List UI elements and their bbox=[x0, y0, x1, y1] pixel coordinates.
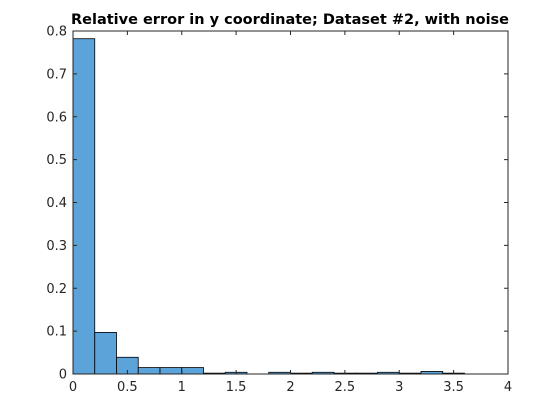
histogram-bar bbox=[181, 367, 204, 375]
axes-box bbox=[72, 30, 509, 375]
y-tick-label: 0 bbox=[59, 368, 67, 383]
x-tick-label: 0 bbox=[69, 380, 77, 395]
plot-box bbox=[72, 30, 509, 375]
y-tick-label: 0.3 bbox=[46, 239, 67, 254]
y-tick-label: 0.4 bbox=[46, 196, 67, 211]
y-tick-label: 0.1 bbox=[46, 325, 67, 340]
histogram-bar bbox=[72, 38, 96, 375]
y-tick-label: 0.2 bbox=[46, 282, 67, 297]
x-tick-label: 2 bbox=[286, 380, 294, 395]
x-tick-label: 4 bbox=[504, 380, 512, 395]
x-tick-label: 0.5 bbox=[117, 380, 138, 395]
y-tick-label: 0.8 bbox=[46, 25, 67, 40]
x-axis-ticks: 0 0.5 1 1.5 2 2.5 3 3.5 4 bbox=[69, 31, 512, 395]
y-tick-label: 0.6 bbox=[46, 110, 67, 125]
histogram-bar bbox=[159, 367, 183, 375]
x-tick-label: 1.5 bbox=[226, 380, 247, 395]
chart-title: Relative error in y coordinate; Dataset … bbox=[71, 12, 509, 28]
y-tick-label: 0.5 bbox=[46, 153, 67, 168]
x-tick-label: 3 bbox=[395, 380, 403, 395]
histogram-bar bbox=[137, 367, 161, 375]
histogram-bar bbox=[94, 332, 117, 375]
y-axis-ticks: 0 0.1 0.2 0.3 0.4 0.5 0.6 0.7 0.8 bbox=[46, 25, 508, 383]
x-tick-label: 2.5 bbox=[335, 380, 356, 395]
x-tick-label: 3.5 bbox=[443, 380, 464, 395]
x-tick-label: 1 bbox=[178, 380, 186, 395]
histogram-bars bbox=[72, 38, 465, 375]
y-tick-label: 0.7 bbox=[46, 67, 67, 82]
